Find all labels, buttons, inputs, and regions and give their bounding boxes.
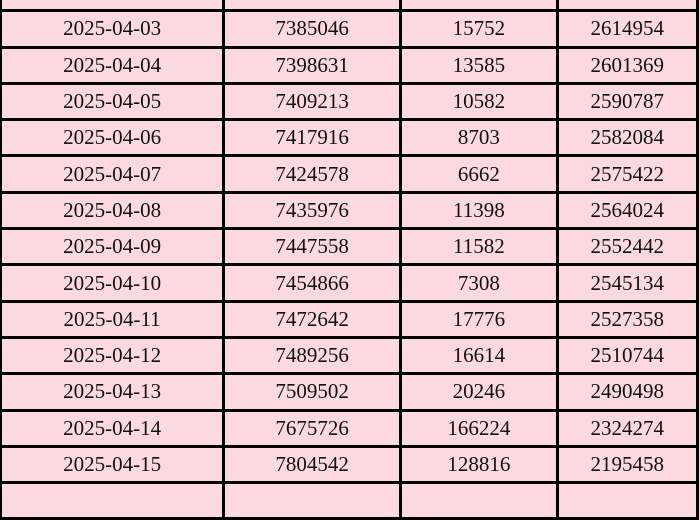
value-cell-1: 7435976 xyxy=(225,193,400,228)
value-cell-1: 7409213 xyxy=(225,84,400,119)
value-cell-2: 13585 xyxy=(402,48,556,82)
value-cell-3: 2527358 xyxy=(558,302,696,336)
date-cell: 2025-04-09 xyxy=(2,230,223,264)
value-cell-2 xyxy=(402,0,556,10)
value-cell-3 xyxy=(558,484,696,518)
value-cell-2: 10582 xyxy=(402,84,556,119)
value-cell-2: 16614 xyxy=(402,338,556,373)
value-cell-3: 2601369 xyxy=(558,48,696,82)
value-cell-3: 2324274 xyxy=(558,411,696,445)
table-row: 2025-04-10 7454866 7308 2545134 xyxy=(2,266,696,300)
value-cell-1: 7489256 xyxy=(225,338,400,373)
value-cell-2 xyxy=(402,484,556,518)
value-cell-3: 2564024 xyxy=(558,193,696,228)
date-cell: 2025-04-05 xyxy=(2,84,223,119)
date-cell xyxy=(2,484,223,518)
value-cell-2: 11398 xyxy=(402,193,556,228)
table-row: 2025-04-15 7804542 128816 2195458 xyxy=(2,447,696,482)
value-cell-2: 8703 xyxy=(402,121,556,155)
value-cell-3: 2510744 xyxy=(558,338,696,373)
table-row: 2025-04-04 7398631 13585 2601369 xyxy=(2,48,696,82)
table-row: 2025-04-03 7385046 15752 2614954 xyxy=(2,12,696,46)
value-cell-2: 17776 xyxy=(402,302,556,336)
table-row: 2025-04-05 7409213 10582 2590787 xyxy=(2,84,696,119)
table-row: 2025-04-12 7489256 16614 2510744 xyxy=(2,338,696,373)
date-cell: 2025-04-04 xyxy=(2,48,223,82)
value-cell-3: 2590787 xyxy=(558,84,696,119)
date-cell: 2025-04-14 xyxy=(2,411,223,445)
value-cell-3: 2195458 xyxy=(558,447,696,482)
date-cell: 2025-04-13 xyxy=(2,375,223,409)
table-row: 2025-04-11 7472642 17776 2527358 xyxy=(2,302,696,336)
value-cell-1: 7804542 xyxy=(225,447,400,482)
value-cell-2: 128816 xyxy=(402,447,556,482)
table-row: 2025-04-13 7509502 20246 2490498 xyxy=(2,375,696,409)
value-cell-1: 7509502 xyxy=(225,375,400,409)
table-row-partial xyxy=(2,0,696,10)
value-cell-1: 7398631 xyxy=(225,48,400,82)
value-cell-1: 7424578 xyxy=(225,157,400,191)
date-cell xyxy=(2,0,223,10)
value-cell-3: 2614954 xyxy=(558,12,696,46)
table-row: 2025-04-07 7424578 6662 2575422 xyxy=(2,157,696,191)
value-cell-1 xyxy=(225,0,400,10)
table-row: 2025-04-09 7447558 11582 2552442 xyxy=(2,230,696,264)
value-cell-2: 7308 xyxy=(402,266,556,300)
value-cell-1: 7385046 xyxy=(225,12,400,46)
table-row: 2025-04-14 7675726 166224 2324274 xyxy=(2,411,696,445)
value-cell-2: 166224 xyxy=(402,411,556,445)
value-cell-1: 7447558 xyxy=(225,230,400,264)
value-cell-2: 11582 xyxy=(402,230,556,264)
date-cell: 2025-04-12 xyxy=(2,338,223,373)
value-cell-1: 7675726 xyxy=(225,411,400,445)
value-cell-1 xyxy=(225,484,400,518)
value-cell-2: 15752 xyxy=(402,12,556,46)
value-cell-3: 2490498 xyxy=(558,375,696,409)
value-cell-1: 7417916 xyxy=(225,121,400,155)
date-cell: 2025-04-10 xyxy=(2,266,223,300)
value-cell-3: 2575422 xyxy=(558,157,696,191)
date-cell: 2025-04-07 xyxy=(2,157,223,191)
date-cell: 2025-04-11 xyxy=(2,302,223,336)
value-cell-3 xyxy=(558,0,696,10)
date-cell: 2025-04-08 xyxy=(2,193,223,228)
date-cell: 2025-04-06 xyxy=(2,121,223,155)
date-cell: 2025-04-15 xyxy=(2,447,223,482)
value-cell-3: 2582084 xyxy=(558,121,696,155)
value-cell-2: 6662 xyxy=(402,157,556,191)
value-cell-1: 7454866 xyxy=(225,266,400,300)
table-row: 2025-04-08 7435976 11398 2564024 xyxy=(2,193,696,228)
date-cell: 2025-04-03 xyxy=(2,12,223,46)
table-row: 2025-04-06 7417916 8703 2582084 xyxy=(2,121,696,155)
table-row-partial xyxy=(2,484,696,518)
value-cell-2: 20246 xyxy=(402,375,556,409)
value-cell-1: 7472642 xyxy=(225,302,400,336)
value-cell-3: 2545134 xyxy=(558,266,696,300)
value-cell-3: 2552442 xyxy=(558,230,696,264)
